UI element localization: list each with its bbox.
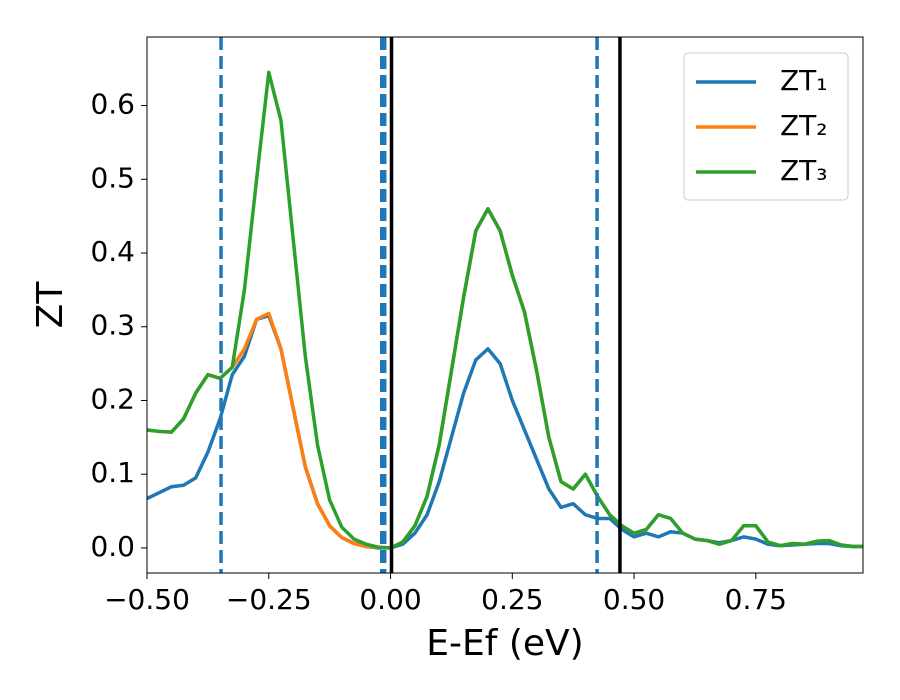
x-tick-label: 0.25 [481, 583, 543, 616]
plot-frame [146, 36, 864, 574]
y-axis-label: ZT [30, 281, 71, 329]
line-series [147, 70, 863, 550]
y-tick-label: 0.1 [90, 456, 135, 489]
x-tick-label: −0.25 [226, 583, 312, 616]
y-tick-label: 0.2 [90, 382, 135, 415]
x-tick-label: 0.00 [359, 583, 421, 616]
x-axis-label: E-Ef (eV) [426, 623, 583, 664]
legend-label: ZT₃ [780, 154, 828, 187]
legend-box [683, 52, 849, 201]
x-tick-label: −0.50 [104, 583, 190, 616]
x-tick-label: 0.50 [603, 583, 665, 616]
y-tick-label: 0.0 [90, 530, 135, 563]
x-tick-label: 0.75 [725, 583, 787, 616]
y-tick-label: 0.6 [90, 88, 135, 121]
y-tick-label: 0.4 [90, 235, 135, 268]
legend-label: ZT₁ [780, 64, 828, 97]
y-tick-label: 0.3 [90, 309, 135, 342]
legend-label: ZT₂ [780, 109, 828, 142]
y-tick-label: 0.5 [90, 161, 135, 194]
